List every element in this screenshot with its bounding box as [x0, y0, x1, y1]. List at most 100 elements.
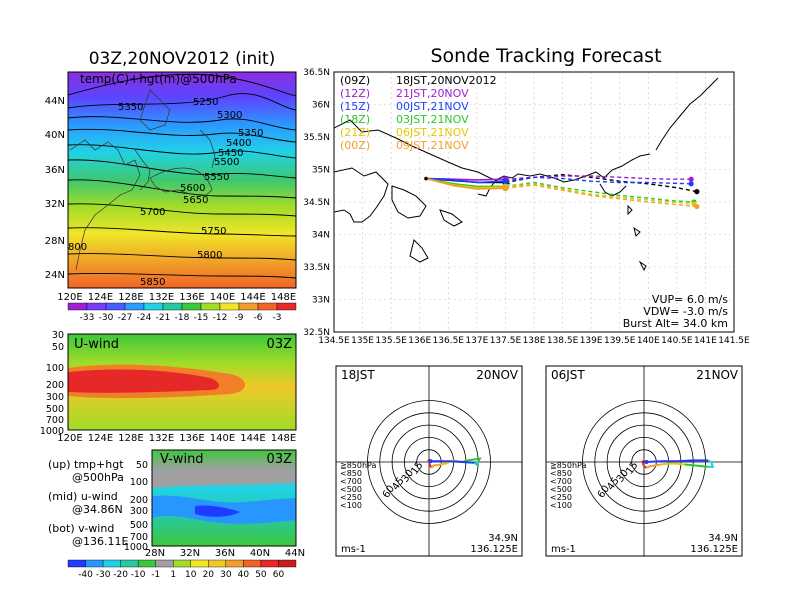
vwind-pressure-label: 1000 [124, 542, 148, 553]
tracking-lat-label: 33.5N [303, 263, 330, 273]
contour-label: 5300 [217, 110, 242, 121]
tracking-lon-label: 135.5E [375, 336, 407, 346]
hodograph-date: 21NOV [696, 368, 738, 382]
colorbar-tick: -12 [213, 313, 228, 323]
map-contours [68, 73, 296, 279]
hodograph-curves [641, 459, 715, 469]
map-lat-label: 40N [45, 130, 65, 141]
pressure-legend-entry: <850 [340, 469, 362, 478]
colorbar-swatch [208, 559, 227, 568]
legend-entry: (00Z) 09JST,21NOV [340, 139, 469, 152]
colorbar-tick: -33 [80, 313, 95, 323]
legend-text: 09JST,21NOV [396, 139, 469, 152]
hodograph-panel: 06JST 21NOV ms-1 34.9N 136.125E ≧850hPa<… [545, 365, 743, 557]
map-title: 03Z,20NOV2012 (init) [89, 49, 276, 69]
tracking-lon-label: 140.5E [661, 336, 693, 346]
hodograph-lon: 136.125E [470, 544, 518, 555]
map-lon-label: 140E [210, 292, 235, 303]
temperature-colorbar: -33 -30 -27 -24 -21 -18 -15 -12 -9 -6 -3 [67, 302, 297, 323]
legend-text: 18JST,20NOV2012 [396, 74, 497, 87]
tracking-lon-label: 137E [465, 336, 488, 346]
colorbar-swatch [238, 302, 259, 311]
uwind-lon-label: 136E [179, 433, 204, 444]
colorbar-tick: -24 [137, 313, 152, 323]
tracking-lat-label: 35N [312, 166, 330, 176]
track-descent-line [505, 183, 695, 205]
hodograph-curves [427, 457, 482, 469]
vwind-pressure-label: 700 [130, 532, 148, 543]
vwind-pressure-label: 300 [130, 506, 148, 517]
uwind-pressure-label: 100 [46, 363, 64, 374]
vwind-band-dark [195, 505, 240, 517]
note-line: @136.11E [72, 535, 128, 548]
tracking-series [424, 173, 700, 210]
tracking-params: VUP= 6.0 m/s VDW= -3.0 m/s Burst Alt= 34… [623, 293, 729, 330]
vwind-band-gray [152, 470, 296, 488]
map-lon-label: 132E [149, 292, 174, 303]
contour-label: 5550 [204, 172, 229, 183]
hodograph-curve [684, 463, 709, 468]
legend-code: (15Z) [340, 100, 370, 113]
contour-label: 5350 [118, 102, 143, 113]
uwind-lon-label: 120E [57, 433, 82, 444]
tracking-lon-label: 140E [637, 336, 660, 346]
uwind-pressure-label: 500 [46, 404, 64, 415]
colorbar-tick: -30 [96, 570, 111, 580]
tracking-lon-label: 138E [523, 336, 546, 346]
legend-code: (18Z) [340, 113, 370, 126]
uwind-pressure-label: 30 [52, 330, 64, 341]
colorbar-swatch [155, 559, 174, 568]
contour-label: 5700 [140, 207, 165, 218]
tracking-lat-label: 36.5N [303, 68, 330, 78]
hodograph-lat: 34.9N [708, 533, 738, 544]
tracking-lat-label: 35.5N [303, 133, 330, 143]
tracking-legend: (09Z) 18JST,20NOV2012 (12Z) 21JST,20NOV … [340, 74, 497, 152]
map-lon-label: 144E [240, 292, 265, 303]
track-descent-line [505, 184, 697, 208]
pressure-legend-entry: <500 [550, 485, 572, 494]
colorbar-tick: -9 [235, 313, 244, 323]
map-lon-label: 120E [57, 292, 82, 303]
colorbar-tick: -3 [273, 313, 282, 323]
tracking-grid [334, 72, 734, 332]
vwind-pressure-label: 200 [130, 495, 148, 506]
map-lat-label: 32N [45, 199, 65, 210]
note-line: @500hPa [72, 471, 124, 484]
hodograph-curve [430, 460, 475, 464]
colorbar-swatch [243, 559, 262, 568]
legend-entry: (21Z) 06JST,21NOV [340, 126, 469, 139]
colorbar-swatch [86, 302, 107, 311]
contour-label: 5800 [197, 250, 222, 261]
landing-point [694, 203, 700, 210]
vwind-lat-label: 44N [285, 548, 305, 559]
map-panel: 03Z,20NOV2012 (init) temp(C)+hgt(m)@500h… [45, 49, 297, 323]
uwind-lon-label: 148E [271, 433, 296, 444]
hodograph-unit: ms-1 [341, 544, 366, 555]
hodograph-pressure-legend: ≧850hPa<850<700<500<250<100 [340, 461, 377, 510]
hodograph-unit: ms-1 [551, 544, 576, 555]
hodograph-curve [430, 463, 441, 469]
hodograph-curve [473, 460, 480, 466]
pressure-legend-entry: ≧850hPa [340, 461, 377, 470]
hodograph-curve [641, 460, 647, 469]
uwind-pressure-label: 200 [46, 380, 64, 391]
legend-text: 00JST,21NOV [396, 100, 469, 113]
contour-label: 5850 [140, 277, 165, 288]
hodograph-curve [660, 462, 686, 466]
vwind-lat-label: 32N [180, 548, 200, 559]
contour-label: 5500 [214, 157, 239, 168]
colorbar-swatch [105, 302, 126, 311]
tracking-coastline [334, 77, 719, 272]
colorbar-swatch [278, 559, 297, 568]
landing-point [694, 189, 700, 195]
map-coastlines [69, 89, 216, 271]
contour-label: 5600 [180, 183, 205, 194]
tracking-lon-labels: 134.5E 135E 135.5E 136E 136.5E 137E 137.5E 138E… [318, 336, 750, 346]
tracking-lon-label: 134.5E [318, 336, 350, 346]
hodograph-time: 06JST [551, 368, 585, 382]
colorbar-swatch [143, 302, 164, 311]
contour-label: 800 [68, 242, 87, 253]
colorbar-tick: 20 [203, 570, 215, 580]
colorbar-swatch [260, 559, 279, 568]
